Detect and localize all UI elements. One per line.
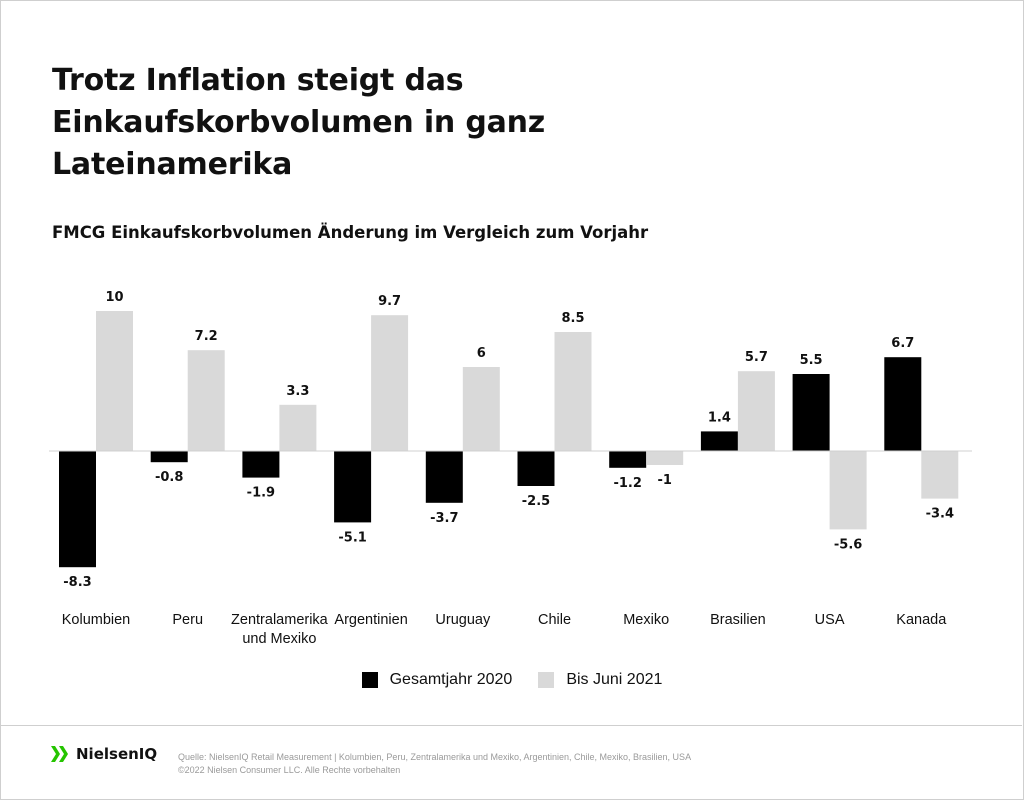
category-label-3-line-1: Zentralamerika	[231, 612, 329, 628]
legend-swatch-series-1	[361, 672, 378, 688]
bar-1-8	[700, 431, 738, 451]
bar-1-1	[59, 451, 96, 568]
data-label-1-8: 1.4	[708, 410, 731, 425]
source-line-1: Quelle: NielsenIQ Retail Measurement | K…	[178, 752, 692, 762]
data-label-2-4: 9.7	[378, 294, 401, 309]
category-label-5: Uruguay	[435, 612, 491, 628]
bar-chart: -8.3 10 Kolumbien -0.8 7.2 Peru -1.9 3.3 Zentral…	[49, 290, 972, 647]
data-label-1-4: -5.1	[338, 530, 366, 545]
data-label-2-6: 8.5	[561, 311, 584, 326]
data-label-1-9: 5.5	[800, 353, 823, 368]
bar-1-6	[517, 451, 555, 486]
category-label-8: Brasilien	[710, 612, 766, 628]
data-label-1-7: -1.2	[613, 476, 641, 491]
data-label-1-3: -1.9	[247, 486, 275, 501]
category-label-7: Mexiko	[623, 612, 669, 628]
legend-label-series-1: Gesamtjahr 2020	[389, 671, 513, 688]
bar-1-10	[884, 357, 922, 451]
legend-swatch-series-2	[538, 672, 555, 688]
data-label-2-10: -3.4	[926, 507, 954, 522]
legend: Gesamtjahr 2020 Bis Juni 2021	[0, 671, 1024, 689]
bar-1-7	[609, 451, 647, 468]
bar-2-3	[279, 404, 317, 451]
data-label-1-10: 6.7	[891, 336, 914, 351]
data-label-1-5: -3.7	[430, 511, 458, 526]
category-label-2: Peru	[172, 612, 203, 628]
bar-1-9	[792, 374, 830, 451]
bar-2-2	[187, 350, 225, 451]
legend-label-series-2: Bis Juni 2021	[566, 671, 663, 688]
category-label-10: Kanada	[896, 612, 947, 628]
logo-text: NielsenIQ	[76, 745, 158, 763]
chart-title: Trotz Inflation steigt das Einkaufskorbv…	[52, 63, 546, 182]
data-label-1-2: -0.8	[155, 470, 183, 485]
source-note: Quelle: NielsenIQ Retail Measurement | K…	[178, 751, 691, 777]
bar-2-7	[646, 451, 684, 465]
nielseniq-logo: NielsenIQ	[50, 744, 157, 764]
data-label-1-1: -8.3	[63, 575, 91, 590]
bar-2-10	[921, 451, 959, 499]
data-label-2-1: 10	[105, 290, 123, 305]
bar-2-8	[737, 371, 775, 451]
data-label-2-3: 3.3	[286, 384, 309, 399]
bar-1-5	[425, 451, 463, 503]
data-label-2-7: -1	[657, 473, 671, 488]
bar-2-9	[829, 451, 867, 530]
category-label-9: USA	[815, 612, 845, 628]
data-label-2-8: 5.7	[745, 350, 768, 365]
category-label-4: Argentinien	[334, 612, 407, 628]
bar-2-5	[462, 367, 500, 451]
legend-item-series-1: Gesamtjahr 2020	[361, 671, 513, 689]
category-label-1: Kolumbien	[62, 612, 131, 628]
bar-1-2	[150, 451, 188, 463]
bar-2-4	[371, 315, 409, 451]
category-label-6: Chile	[538, 612, 571, 628]
source-line-2: ©2022 Nielsen Consumer LLC. Alle Rechte …	[178, 765, 401, 775]
data-label-1-6: -2.5	[522, 494, 550, 509]
data-label-2-2: 7.2	[195, 329, 218, 344]
legend-item-series-2: Bis Juni 2021	[538, 671, 662, 689]
bar-2-1	[96, 311, 133, 451]
bar-1-4	[334, 451, 372, 523]
category-label-3-line-2: und Mexiko	[242, 631, 316, 647]
footer-divider	[0, 725, 1022, 726]
bar-1-3	[242, 451, 280, 478]
bar-2-6	[554, 332, 592, 451]
data-label-2-5: 6	[477, 346, 486, 361]
data-label-2-9: -5.6	[834, 537, 862, 552]
chart-subtitle: FMCG Einkaufskorbvolumen Änderung im Ver…	[52, 223, 649, 242]
nielseniq-logo-icon	[51, 746, 68, 762]
